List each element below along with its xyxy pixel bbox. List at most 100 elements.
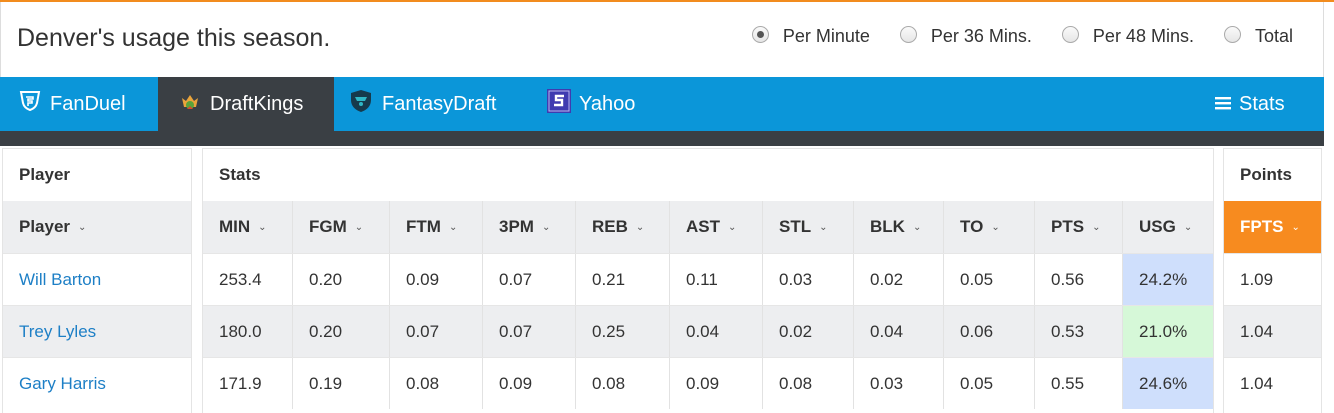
chevron-down-icon: ⌄ (78, 221, 87, 233)
usg-value: 24.2% (1123, 254, 1213, 305)
tab-draftkings[interactable]: DraftKings (158, 77, 334, 131)
tab-underline-strip (0, 131, 1324, 146)
top-accent-line (0, 0, 1334, 2)
stat-value: 0.08 (763, 358, 854, 409)
player-panel-heading: Player (19, 165, 71, 184)
chevron-down-icon: ⌄ (1092, 221, 1101, 233)
stats-panel: Stats MIN ⌄ FGM ⌄ FTM ⌄ 3PM ⌄ REB ⌄ AST ⌄ STL ⌄ BLK ⌄ TO… (202, 148, 1214, 413)
chevron-down-icon: ⌄ (635, 221, 645, 233)
stat-value: 0.08 (390, 358, 483, 409)
radio-total[interactable]: Total (1223, 26, 1293, 47)
points-panel-heading: Points (1240, 165, 1292, 184)
column-header-label: 3PM (499, 217, 534, 236)
column-header-pts[interactable]: PTS ⌄ (1035, 201, 1123, 253)
column-header-label: TO (960, 217, 984, 236)
fpts-value: 1.04 (1240, 321, 1274, 341)
radio-per-48[interactable]: Per 48 Mins. (1061, 26, 1194, 47)
player-row: Gary Harris (3, 357, 191, 409)
chevron-down-icon: ⌄ (912, 221, 922, 233)
column-header-blk[interactable]: BLK ⌄ (854, 201, 944, 253)
stat-value: 0.05 (944, 358, 1035, 409)
stat-value: 0.05 (944, 254, 1035, 305)
stat-value: 0.02 (763, 306, 854, 357)
fpts-row: 1.04 (1224, 357, 1321, 409)
column-header-usg[interactable]: USG ⌄ (1123, 201, 1213, 253)
tab-fanduel[interactable]: FanDuel (0, 77, 158, 131)
radio-label: Per 48 Mins. (1092, 26, 1194, 46)
player-link[interactable]: Trey Lyles (19, 321, 97, 341)
stat-value: 0.07 (483, 306, 576, 357)
radio-label: Per 36 Mins. (930, 26, 1032, 46)
player-link[interactable]: Will Barton (19, 269, 102, 289)
column-header-label: REB (592, 217, 628, 236)
player-link[interactable]: Gary Harris (19, 373, 106, 393)
tab-yahoo[interactable]: Yahoo (547, 77, 667, 131)
stats-menu-button[interactable]: Stats (1215, 77, 1315, 131)
fantasydraft-shield-icon (348, 88, 374, 120)
radio-per-36[interactable]: Per 36 Mins. (899, 26, 1032, 47)
stat-value: 253.4 (203, 254, 293, 305)
fpts-column-header[interactable]: FPTS ⌄ (1224, 201, 1321, 253)
tab-fantasydraft[interactable]: FantasyDraft (348, 77, 528, 131)
radio-dot-selected[interactable] (751, 26, 769, 43)
points-panel: Points FPTS ⌄ 1.09 1.04 1.04 (1223, 148, 1322, 413)
column-header-ftm[interactable]: FTM ⌄ (390, 201, 483, 253)
column-header-to[interactable]: TO ⌄ (944, 201, 1035, 253)
stat-value: 0.55 (1035, 358, 1123, 409)
fpts-value: 1.04 (1240, 373, 1274, 393)
chevron-down-icon: ⌄ (819, 221, 828, 233)
radio-per-minute[interactable]: Per Minute (751, 26, 870, 47)
tab-label: FanDuel (50, 92, 126, 115)
column-header-label: MIN (219, 217, 251, 236)
stats-row: 180.0 0.20 0.07 0.07 0.25 0.04 0.02 0.04 0.06 0.5… (203, 305, 1213, 357)
stat-value: 0.06 (944, 306, 1035, 357)
stat-value: 0.09 (483, 358, 576, 409)
player-column-header[interactable]: Player ⌄ (3, 201, 191, 253)
chevron-down-icon: ⌄ (258, 221, 267, 233)
fanduel-shield-icon (18, 89, 42, 119)
stat-value: 0.03 (763, 254, 854, 305)
column-header-label: STL (779, 217, 812, 236)
radio-dot[interactable] (1061, 26, 1079, 43)
usg-value: 24.6% (1123, 358, 1213, 409)
chevron-down-icon: ⌄ (448, 221, 458, 233)
fpts-row: 1.04 (1224, 305, 1321, 357)
stat-value: 0.02 (854, 254, 944, 305)
page-title: Denver's usage this season. (17, 24, 331, 52)
column-header-stl[interactable]: STL ⌄ (763, 201, 854, 253)
stat-value: 0.07 (483, 254, 576, 305)
radio-dot[interactable] (899, 26, 917, 43)
stats-menu-label: Stats (1239, 92, 1285, 115)
radio-label: Per Minute (782, 26, 870, 46)
stat-value: 180.0 (203, 306, 293, 357)
mode-radio-group: Per Minute Per 36 Mins. Per 48 Mins. Tot… (751, 26, 1323, 47)
chevron-down-icon: ⌄ (728, 221, 737, 233)
chevron-down-icon: ⌄ (354, 221, 364, 233)
column-header-ast[interactable]: AST ⌄ (670, 201, 763, 253)
chevron-down-icon: ⌄ (541, 221, 551, 233)
tab-label: FantasyDraft (382, 92, 497, 115)
column-header-fgm[interactable]: FGM ⌄ (293, 201, 390, 253)
column-header-label: FTM (406, 217, 441, 236)
stat-value: 0.07 (390, 306, 483, 357)
chevron-down-icon: ⌄ (991, 221, 1000, 233)
stat-value: 0.25 (576, 306, 670, 357)
column-header-reb[interactable]: REB ⌄ (576, 201, 670, 253)
column-header-label: PTS (1051, 217, 1085, 236)
player-panel: Player Player ⌄ Will Barton Trey Lyles Ga… (2, 148, 192, 413)
draftkings-crown-icon (178, 89, 202, 119)
tab-label: Yahoo (579, 92, 636, 115)
radio-label: Total (1254, 26, 1293, 46)
column-header-label: USG (1139, 217, 1176, 236)
stat-value: 0.09 (670, 358, 763, 409)
stat-value: 0.09 (390, 254, 483, 305)
column-header-label: FGM (309, 217, 347, 236)
column-header-min[interactable]: MIN ⌄ (203, 201, 293, 253)
stats-row: 253.4 0.20 0.09 0.07 0.21 0.11 0.03 0.02 0.05 0.5… (203, 253, 1213, 305)
chevron-down-icon: ⌄ (1183, 221, 1193, 233)
stat-value: 0.20 (293, 254, 390, 305)
radio-dot[interactable] (1223, 26, 1241, 43)
column-header-label: AST (686, 217, 720, 236)
column-header-3pm[interactable]: 3PM ⌄ (483, 201, 576, 253)
fpts-value: 1.09 (1240, 269, 1274, 289)
